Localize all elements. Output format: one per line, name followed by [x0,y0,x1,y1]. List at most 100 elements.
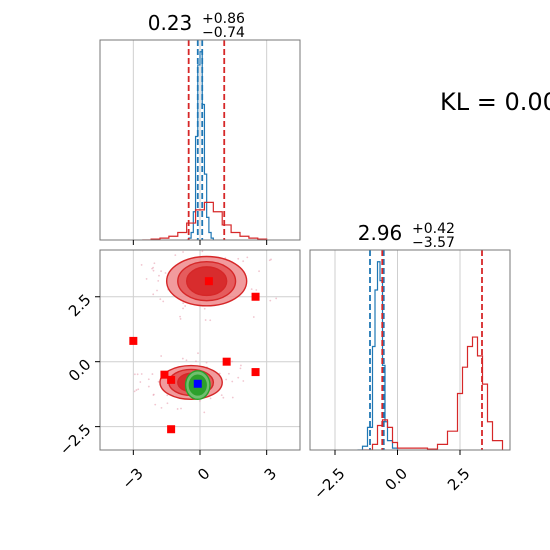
panel-title-lower-error: −0.74 [202,25,245,41]
sample-point [151,373,154,375]
sample-point [204,319,207,321]
sample-point [137,388,140,391]
blue-histogram-step [357,261,399,450]
sample-point [195,360,197,363]
sample-point [258,270,260,273]
panel-title-upper-error: +0.86 [202,11,245,27]
sample-point [242,380,245,382]
sample-point [136,373,139,376]
sample-point [182,251,184,253]
contour-panel: −3 0 3 −2.5 0.0 2.5 [56,246,301,493]
sample-point [239,367,242,370]
sample-point [157,380,160,383]
red-square-marker [129,336,138,345]
sample-point [176,408,179,410]
sample-point [157,279,160,282]
contour-content [129,246,278,434]
sample-point [164,272,167,274]
blue-histogram-step [186,51,214,240]
sample-point [162,300,165,303]
sample-point [160,270,162,273]
sample-point [246,256,249,259]
blue-square-marker [193,379,202,388]
sample-point [225,378,228,381]
sample-point [154,403,157,406]
sample-point [140,264,143,266]
sample-point [209,397,212,400]
x-tick-label: −2.5 [310,464,348,502]
y-tick-label: 0.0 [65,356,95,386]
sample-point [275,297,278,300]
red-square-marker [251,368,260,377]
sample-point [222,396,225,399]
sample-point [270,258,272,261]
sample-point [203,307,206,310]
red-square-marker [167,425,176,434]
sample-point [182,307,184,310]
sample-point [147,385,150,388]
panel-title-upper-error: +0.42 [412,221,455,237]
sample-point [145,278,148,280]
red-histogram-step [362,336,504,450]
red-square-marker [251,292,260,301]
sample-point [158,274,160,277]
sample-point [160,355,163,357]
sample-point [201,250,204,253]
red-histogram-step [142,201,268,240]
sample-point [152,293,155,296]
panel-title-value: 0.23 [148,11,193,35]
sample-point [218,372,221,375]
sample-point [240,364,242,367]
sample-point [250,288,253,291]
sample-point [199,399,201,402]
axes-frame [309,249,511,451]
red-square-marker [160,370,169,379]
x-tick-label: −3 [119,464,147,492]
sample-point [153,262,156,265]
sample-point [174,254,177,257]
histogram-series-group [357,250,504,450]
sample-point [231,380,234,383]
sample-point [231,360,233,363]
histogram-panel-param2: −2.5 0.0 2.5 2.96 +0.42−3.57 [309,221,511,503]
x-tick-label: 0.0 [381,464,411,494]
red-square-marker [167,375,176,384]
sample-point [139,381,142,383]
red-square-marker [222,357,231,366]
y-tick-label: 2.5 [65,291,95,321]
sample-point [203,411,206,414]
sample-point [179,318,182,320]
histogram-series-group [142,40,268,240]
sample-point [209,319,212,322]
sample-point [242,260,245,263]
sample-point [269,299,272,302]
sample-point [197,352,199,355]
sample-point [182,302,185,305]
sample-point [220,394,223,397]
kl-annotation: KL = 0.00 [440,88,550,116]
sample-point [237,376,240,379]
sample-point [180,407,182,410]
sample-point [237,257,240,260]
sample-point [152,394,155,396]
sample-point [227,372,230,375]
sample-point [252,316,255,318]
x-tick-label: 3 [261,464,280,483]
sample-point [244,246,246,248]
x-tick-label: 0 [194,464,213,483]
sample-point [160,407,163,409]
sample-point [135,389,138,391]
sample-point [166,394,169,397]
y-tick-label: −2.5 [56,420,94,458]
x-tick-label: 2.5 [444,464,474,494]
sample-point [147,378,150,381]
sample-point [255,289,258,291]
panel-title-value: 2.96 [358,221,403,245]
sample-point [159,298,162,301]
sample-point [133,373,136,376]
sample-point [218,248,220,250]
sample-point [184,305,187,307]
panel-title-lower-error: −3.57 [412,235,455,251]
sample-point [181,357,184,360]
